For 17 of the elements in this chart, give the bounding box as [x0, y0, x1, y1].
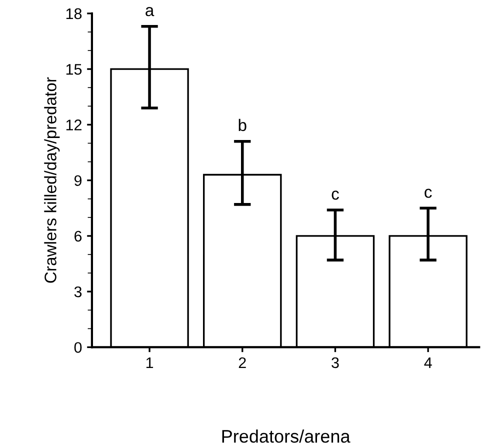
x-tick-label: 2 — [238, 357, 246, 368]
x-tick-label: 3 — [332, 357, 339, 368]
y-tick-label: 3 — [74, 286, 82, 298]
annotation: c — [424, 188, 432, 198]
y-tick-label: 15 — [66, 64, 82, 75]
y-tick-label: 12 — [66, 120, 82, 130]
annotation: b — [238, 118, 246, 132]
annotation: c — [332, 190, 339, 200]
x-tick-label: 1 — [146, 357, 154, 368]
x-axis-title: Predators/arena — [222, 429, 350, 443]
annotation: a — [146, 7, 154, 16]
y-tick-label: 9 — [74, 175, 82, 186]
y-axis-title: Crawlers killed/day/predator — [44, 77, 60, 283]
y-tick-label: 0 — [74, 342, 82, 353]
x-tick-label: 4 — [424, 357, 432, 368]
y-tick-label: 6 — [74, 230, 82, 242]
y-tick-label: 18 — [66, 8, 82, 20]
